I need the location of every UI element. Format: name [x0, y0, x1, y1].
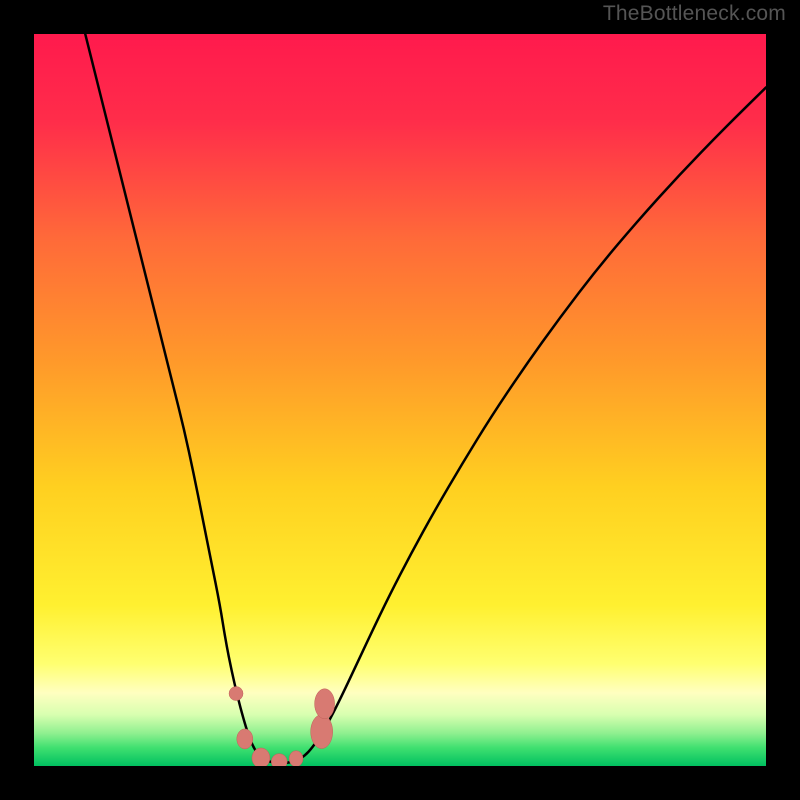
data-marker: [315, 689, 335, 719]
chart-frame: TheBottleneck.com: [0, 0, 800, 800]
data-marker: [289, 751, 303, 766]
data-marker: [229, 687, 243, 701]
watermark-text: TheBottleneck.com: [603, 2, 786, 26]
data-marker: [311, 715, 333, 749]
data-marker: [237, 729, 253, 749]
chart-background: [34, 34, 766, 766]
data-marker: [252, 748, 270, 766]
chart-svg: [34, 34, 766, 766]
plot-area: [34, 34, 766, 766]
